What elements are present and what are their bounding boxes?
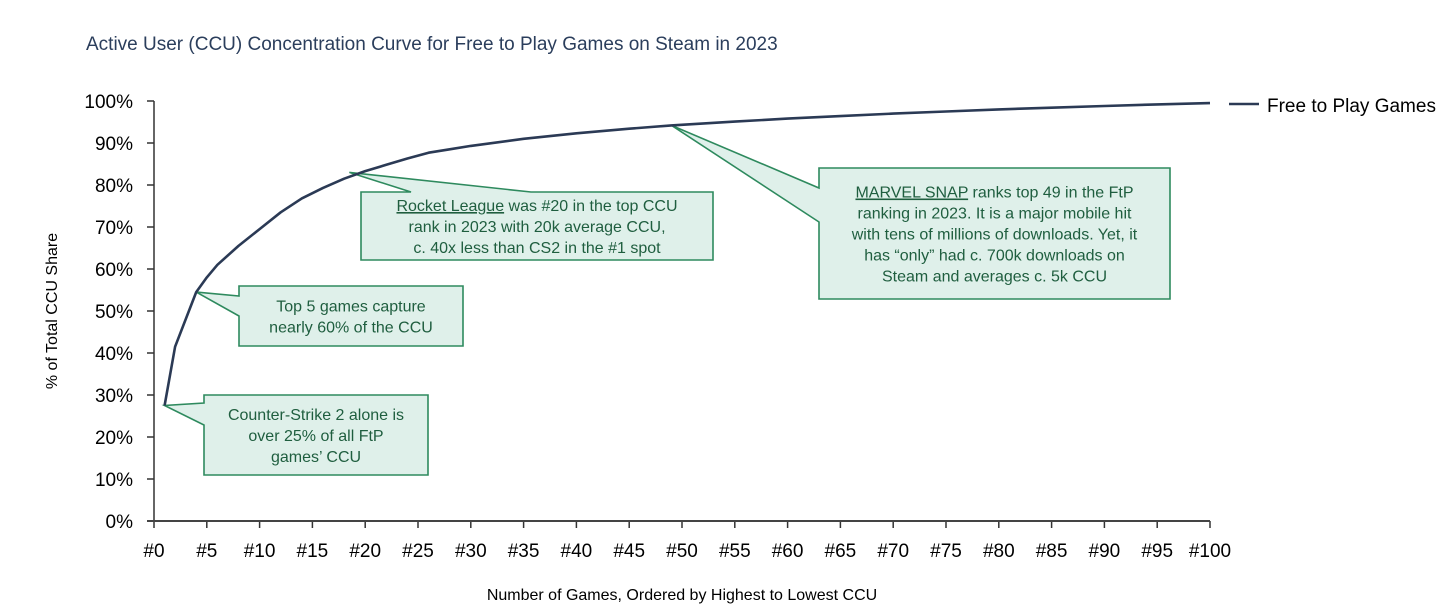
- callout-top5: Top 5 games capture nearly 60% of the CCU: [195, 285, 464, 347]
- x-tick-label: #30: [455, 541, 487, 562]
- x-tick-label: #75: [930, 541, 962, 562]
- callout-box: [671, 124, 1171, 300]
- chart-title: Active User (CCU) Concentration Curve fo…: [86, 34, 778, 55]
- annotations: Counter-Strike 2 alone is over 25% of all…: [161, 124, 1171, 476]
- callout-text: was #20 in the top CCU: [504, 198, 677, 215]
- callout-text-line: Top 5 games capture: [276, 299, 426, 316]
- callout-text-line: over 25% of all FtP: [248, 428, 383, 445]
- y-tick-label: 90%: [95, 134, 133, 155]
- x-tick-label: #5: [196, 541, 217, 562]
- y-tick-label: 70%: [95, 218, 133, 239]
- callout-text-line: games’ CCU: [271, 449, 361, 466]
- x-tick-label: #80: [983, 541, 1015, 562]
- callout-box: [349, 171, 714, 261]
- callout-cs2: Counter-Strike 2 alone is over 25% of all…: [161, 394, 429, 476]
- callout-text-line: rank in 2023 with 20k average CCU,: [408, 219, 665, 236]
- x-tick-label: #90: [1089, 541, 1121, 562]
- callout-underlined-name: MARVEL SNAP: [855, 185, 968, 202]
- callout-rocket: Rocket League was #20 in the top CCU rank…: [349, 171, 714, 261]
- callout-text-line: nearly 60% of the CCU: [269, 320, 433, 337]
- x-tick-label: #100: [1189, 541, 1231, 562]
- callout-text-line: Rocket League was #20 in the top CCU: [396, 198, 677, 215]
- x-tick-label: #45: [613, 541, 645, 562]
- x-tick-label: #10: [244, 541, 276, 562]
- callout-text-line: Steam and averages c. 5k CCU: [882, 269, 1107, 286]
- callout-text-line: MARVEL SNAP ranks top 49 in the FtP: [855, 185, 1133, 202]
- callout-text-line: has “only” had c. 700k downloads on: [864, 248, 1125, 265]
- x-tick-label: #20: [349, 541, 381, 562]
- callout-box: [195, 285, 464, 347]
- callout-text-line: Counter-Strike 2 alone is: [228, 407, 404, 424]
- y-tick-label: 0%: [106, 512, 134, 533]
- callout-text-line: ranking in 2023. It is a major mobile hi…: [858, 206, 1132, 223]
- series-line-free-to-play: [163, 101, 1211, 406]
- legend: Free to Play Games: [1229, 96, 1436, 117]
- x-tick-label: #65: [825, 541, 857, 562]
- y-tick-label: 80%: [95, 176, 133, 197]
- x-tick-label: #25: [402, 541, 434, 562]
- y-tick-label: 20%: [95, 428, 133, 449]
- callout-underlined-name: Rocket League: [396, 198, 504, 215]
- callout-box: [161, 394, 429, 476]
- callout-text-line: c. 40x less than CS2 in the #1 spot: [413, 240, 661, 257]
- y-tick-label: 100%: [84, 92, 133, 113]
- y-tick-label: 40%: [95, 344, 133, 365]
- x-tick-label: #85: [1036, 541, 1068, 562]
- legend-label: Free to Play Games: [1267, 96, 1436, 117]
- y-tick-label: 10%: [95, 470, 133, 491]
- x-tick-label: #35: [508, 541, 540, 562]
- callout-text-line: with tens of millions of downloads. Yet,…: [851, 227, 1138, 244]
- x-tick-label: #0: [143, 541, 164, 562]
- y-tick-label: 50%: [95, 302, 133, 323]
- x-tick-label: #95: [1141, 541, 1173, 562]
- x-tick-label: #15: [297, 541, 329, 562]
- callout-snap: MARVEL SNAP ranks top 49 in the FtP ranki…: [671, 124, 1171, 300]
- x-axis-ticks: #0 #5 #10 #15 #20 #25 #30 #35 #40 #45 #50 #55 #60 #65…: [143, 521, 1231, 562]
- x-tick-label: #70: [877, 541, 909, 562]
- x-tick-label: #50: [666, 541, 698, 562]
- y-tick-label: 60%: [95, 260, 133, 281]
- callout-text: ranks top 49 in the FtP: [968, 185, 1133, 202]
- y-tick-label: 30%: [95, 386, 133, 407]
- x-axis-label: Number of Games, Ordered by Highest to L…: [487, 587, 877, 604]
- x-tick-label: #60: [772, 541, 804, 562]
- y-axis-label: % of Total CCU Share: [44, 233, 61, 389]
- y-axis-ticks: 0% 10% 20% 30% 40% 50% 60% 70% 80% 90% 100%: [84, 92, 154, 533]
- x-tick-label: #40: [561, 541, 593, 562]
- x-tick-label: #55: [719, 541, 751, 562]
